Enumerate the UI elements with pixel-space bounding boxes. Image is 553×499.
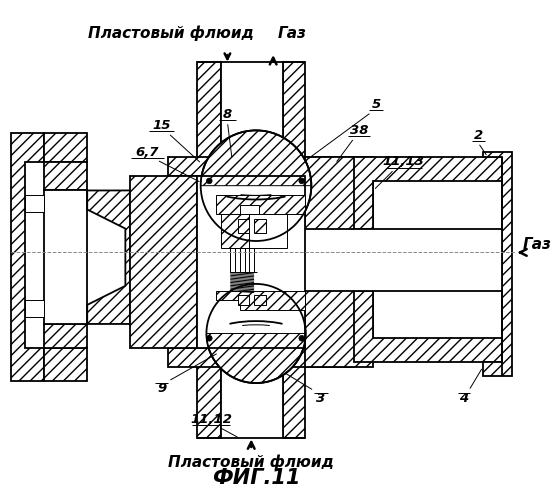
- Bar: [238, 295, 249, 305]
- Polygon shape: [216, 195, 305, 214]
- Text: 5: 5: [372, 98, 381, 111]
- Bar: [197, 176, 305, 348]
- Text: 4: 4: [460, 392, 468, 405]
- Polygon shape: [221, 214, 249, 248]
- Circle shape: [299, 178, 305, 184]
- Circle shape: [299, 335, 305, 341]
- Polygon shape: [283, 353, 305, 439]
- Circle shape: [206, 178, 212, 184]
- Circle shape: [206, 284, 306, 383]
- Polygon shape: [483, 152, 512, 376]
- Bar: [238, 219, 249, 234]
- Polygon shape: [44, 162, 87, 191]
- Bar: [25, 195, 44, 213]
- Text: 11,13: 11,13: [383, 155, 425, 168]
- Polygon shape: [87, 191, 130, 324]
- Bar: [254, 295, 265, 305]
- Text: 2: 2: [473, 129, 483, 142]
- Text: ФИГ.11: ФИГ.11: [212, 469, 300, 489]
- Text: 38: 38: [349, 124, 368, 137]
- Polygon shape: [354, 157, 502, 229]
- Bar: [44, 191, 87, 324]
- Bar: [221, 353, 283, 439]
- Polygon shape: [168, 348, 354, 367]
- Polygon shape: [197, 62, 221, 167]
- Text: Газ: Газ: [523, 238, 552, 252]
- Circle shape: [201, 130, 311, 241]
- Polygon shape: [283, 62, 305, 167]
- Circle shape: [206, 335, 212, 341]
- Polygon shape: [44, 133, 87, 162]
- Text: 8: 8: [223, 108, 232, 121]
- Text: Газ: Газ: [278, 25, 307, 40]
- Text: Пластовый флюид: Пластовый флюид: [88, 25, 254, 41]
- Text: 3: 3: [316, 392, 326, 405]
- Polygon shape: [216, 290, 305, 310]
- Polygon shape: [197, 353, 221, 439]
- Polygon shape: [130, 176, 197, 348]
- Text: 15: 15: [152, 119, 171, 132]
- Bar: [25, 300, 44, 317]
- Polygon shape: [168, 157, 354, 176]
- Bar: [221, 62, 283, 167]
- Bar: [354, 229, 502, 290]
- Text: Пластовый флюид: Пластовый флюид: [168, 455, 334, 470]
- Polygon shape: [44, 324, 87, 348]
- Polygon shape: [44, 348, 87, 381]
- Polygon shape: [249, 214, 288, 248]
- Polygon shape: [305, 290, 373, 367]
- Bar: [254, 219, 265, 234]
- Polygon shape: [354, 290, 502, 362]
- Text: 6,7: 6,7: [135, 146, 159, 159]
- Text: 9: 9: [157, 382, 166, 395]
- Text: 11,12: 11,12: [190, 413, 232, 426]
- Polygon shape: [11, 133, 44, 381]
- Polygon shape: [305, 157, 373, 229]
